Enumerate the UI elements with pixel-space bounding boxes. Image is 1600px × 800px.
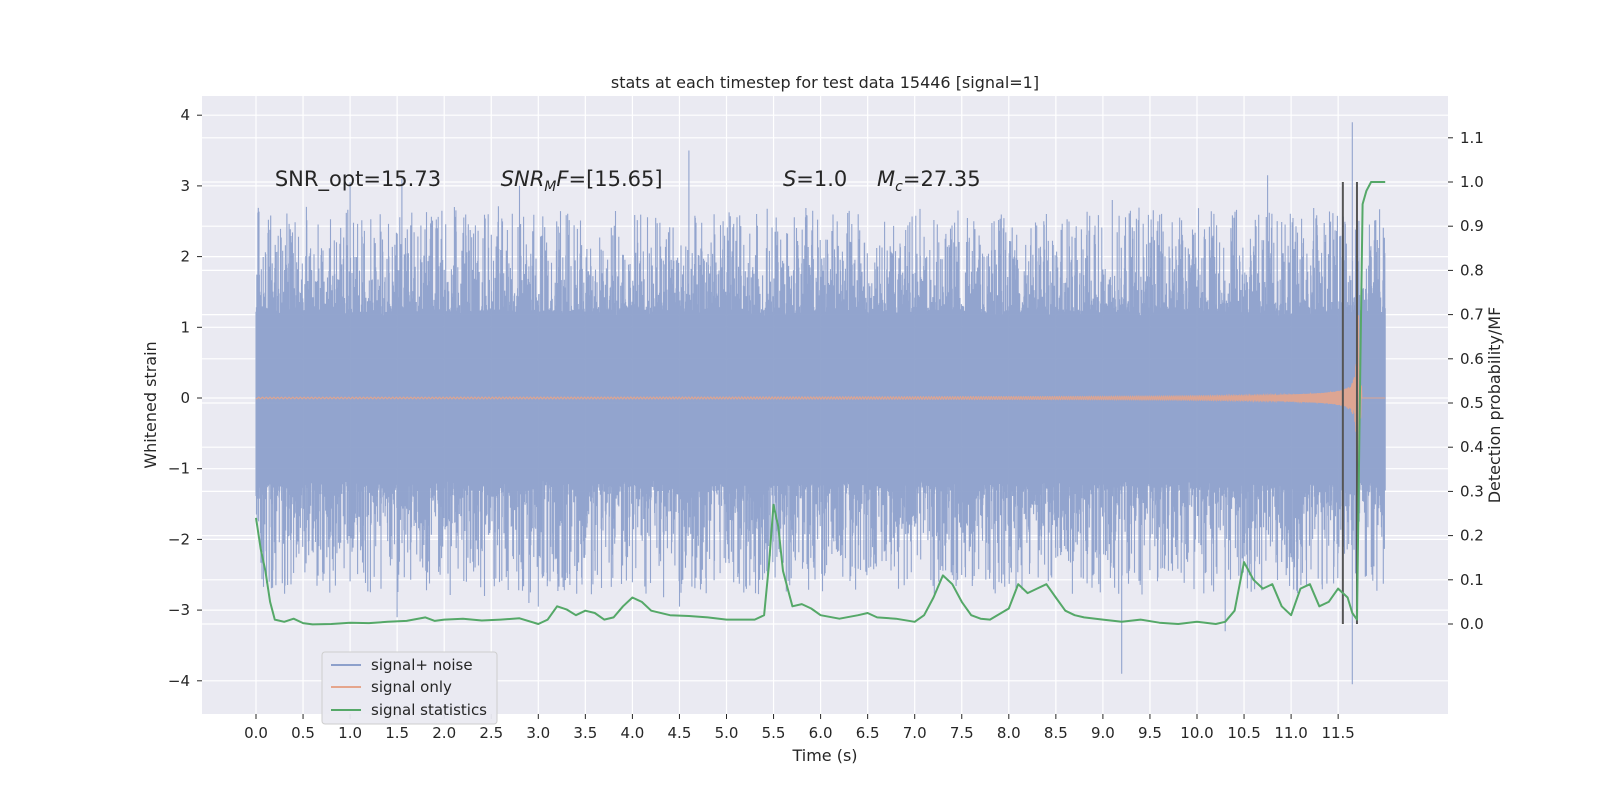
x-tick-label: 4.0 <box>620 724 644 742</box>
x-tick-label: 0.5 <box>291 724 315 742</box>
x-tick-label: 11.5 <box>1321 724 1354 742</box>
y-tick-label: 3 <box>180 177 190 195</box>
y-right-tick-label: 0.4 <box>1460 438 1484 456</box>
y-right-tick-label: 0.0 <box>1460 615 1484 633</box>
legend-label-signal-statistics: signal statistics <box>371 701 487 719</box>
y-right-tick-label: 0.8 <box>1460 261 1484 279</box>
annotation-2: S=1.0 <box>783 167 847 191</box>
legend-box <box>321 651 498 725</box>
x-tick-label: 2.0 <box>432 724 456 742</box>
y-right-tick-label: 0.5 <box>1460 394 1484 412</box>
x-axis-ticks: 0.0 0.5 1.0 1.5 2.0 2.5 3.0 3.5 4.0 4.5 5.0 5.5 6.0 6… <box>244 714 1355 742</box>
x-tick-label: 10.5 <box>1227 724 1260 742</box>
y-axis-right-ticks: 1.1 1.0 0.9 0.8 0.7 0.6 0.5 0.4 0.3 0.2 0.1 0.0 <box>1448 129 1484 633</box>
x-tick-label: 7.5 <box>950 724 974 742</box>
x-tick-label: 3.0 <box>526 724 550 742</box>
y-right-tick-label: 1.0 <box>1460 173 1484 191</box>
y-tick-label: 0 <box>180 389 190 407</box>
annotation-1: SNRMF=[15.65] <box>501 167 663 195</box>
y-axis-right-title: Detection probability/MF <box>1485 307 1504 504</box>
y-tick-label: −1 <box>168 460 190 478</box>
x-tick-label: 8.0 <box>997 724 1021 742</box>
x-tick-label: 10.0 <box>1180 724 1213 742</box>
x-tick-label: 5.0 <box>715 724 739 742</box>
x-tick-label: 3.5 <box>573 724 597 742</box>
legend-label-signal-only: signal only <box>371 678 452 696</box>
y-tick-label: 2 <box>180 248 190 266</box>
series-signal-only <box>255 185 1386 532</box>
y-tick-label: 1 <box>180 318 190 336</box>
x-tick-label: 7.0 <box>903 724 927 742</box>
x-axis-title: Time (s) <box>791 746 857 765</box>
x-tick-label: 1.0 <box>338 724 362 742</box>
y-right-tick-label: 0.9 <box>1460 217 1484 235</box>
x-tick-label: 0.0 <box>244 724 268 742</box>
legend: signal+ noise signal only signal statist… <box>321 651 498 725</box>
y-right-tick-label: 0.1 <box>1460 571 1484 589</box>
y-right-tick-label: 0.7 <box>1460 306 1484 324</box>
y-tick-label: −3 <box>168 601 190 619</box>
x-tick-label: 6.5 <box>856 724 880 742</box>
legend-label-signal-plus-noise: signal+ noise <box>371 656 473 674</box>
x-tick-label: 9.5 <box>1138 724 1162 742</box>
y-right-tick-label: 0.6 <box>1460 350 1484 368</box>
annotations: SNR_opt=15.73 SNRMF=[15.65] S=1.0 Mc=27.35 <box>275 167 981 195</box>
y-right-tick-label: 0.2 <box>1460 527 1484 545</box>
x-tick-label: 9.0 <box>1091 724 1115 742</box>
annotation-3: Mc=27.35 <box>877 167 981 195</box>
series-signal-statistics <box>255 181 1386 626</box>
stats-trace <box>255 181 1386 626</box>
y-tick-label: 4 <box>180 106 190 124</box>
x-tick-label: 4.5 <box>668 724 692 742</box>
x-tick-label: 6.0 <box>809 724 833 742</box>
chart-title: stats at each timestep for test data 154… <box>611 73 1039 92</box>
y-tick-label: −2 <box>168 530 190 548</box>
y-right-tick-label: 1.1 <box>1460 129 1484 147</box>
x-tick-label: 2.5 <box>479 724 503 742</box>
x-tick-label: 8.5 <box>1044 724 1068 742</box>
chirp-trace <box>255 185 1386 532</box>
y-tick-label: −4 <box>168 672 190 690</box>
y-right-tick-label: 0.3 <box>1460 482 1484 500</box>
x-tick-label: 5.5 <box>762 724 786 742</box>
x-tick-label: 11.0 <box>1274 724 1307 742</box>
x-tick-label: 1.5 <box>385 724 409 742</box>
y-axis-title: Whitened strain <box>141 341 160 468</box>
annotation-0: SNR_opt=15.73 <box>275 167 441 192</box>
y-axis-left-ticks: 4 3 2 1 0 −1 −2 −3 −4 <box>168 106 202 690</box>
